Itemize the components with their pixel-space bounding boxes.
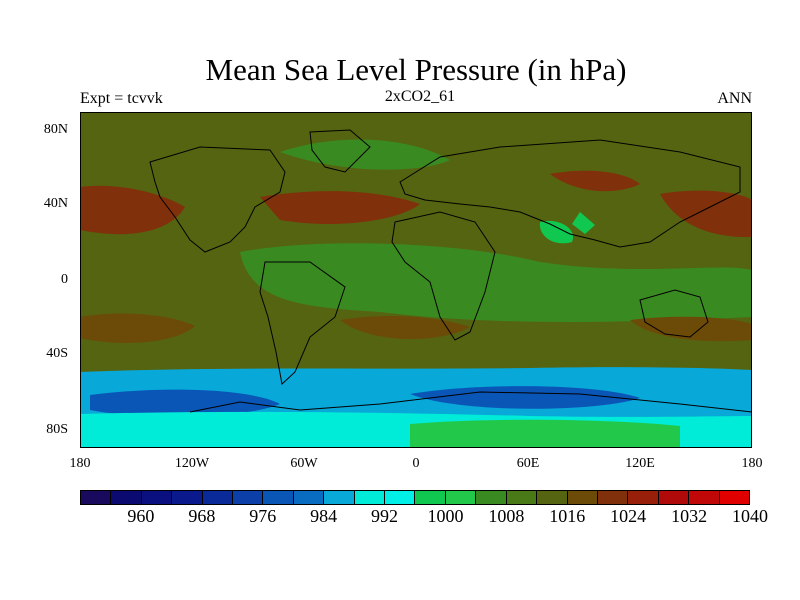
map-title: Mean Sea Level Pressure (in hPa) — [205, 52, 627, 87]
colorbar-swatch-9 — [354, 491, 386, 504]
colorbar-swatch-14 — [506, 491, 538, 504]
lon-label-0: 0 — [412, 456, 420, 471]
colorbar-label: 1040 — [732, 506, 768, 526]
africa-outline — [391, 211, 496, 341]
lat-label-40s: 40S — [46, 346, 68, 361]
lon-label-60w: 60W — [290, 456, 318, 471]
colorbar-label: 960 — [127, 506, 155, 526]
lon-label-180e: 180 — [741, 456, 763, 471]
lon-label-180w: 180 — [69, 456, 91, 471]
region-arctic-low — [280, 139, 450, 170]
colorbar-swatch-21 — [719, 491, 749, 504]
region-circumpolar-trough — [90, 386, 640, 417]
experiment-label: Expt = tcvvk — [80, 90, 163, 107]
lat-label-0: 0 — [61, 272, 68, 287]
colorbar-swatch-0 — [81, 491, 112, 504]
lat-label-80s: 80S — [46, 422, 68, 437]
colorbar-swatch-16 — [567, 491, 598, 504]
colorbar-swatch-11 — [415, 491, 446, 504]
colorbar-swatch-15 — [537, 491, 568, 504]
colorbar-label: 1008 — [488, 506, 525, 526]
colorbar-swatch-18 — [628, 491, 659, 504]
colorbar-label: 984 — [310, 506, 338, 526]
colorbar-label: 968 — [188, 506, 216, 526]
colorbar-swatch-7 — [293, 491, 325, 504]
season-label: ANN — [717, 90, 752, 107]
pressure-map-svg — [80, 112, 752, 448]
colorbar-swatch-6 — [263, 491, 294, 504]
north-america-outline — [149, 146, 286, 253]
colorbar-label: 1000 — [427, 506, 464, 526]
colorbar-label: 1016 — [549, 506, 586, 526]
australia-outline — [639, 289, 709, 338]
eurasia-outline — [399, 139, 741, 248]
region-antarctic-interior — [410, 419, 680, 448]
run-label: 2xCO2_61 — [384, 88, 456, 105]
colorbar-swatch-19 — [658, 491, 690, 504]
colorbar-swatch-3 — [172, 491, 203, 504]
colorbar-swatch-17 — [597, 491, 629, 504]
colorbar-swatch-4 — [202, 491, 234, 504]
coastlines — [149, 129, 752, 413]
map-frame — [80, 112, 752, 448]
colorbar-label: 992 — [371, 506, 399, 526]
colorbar-swatch-1 — [111, 491, 142, 504]
colorbar-swatch-5 — [233, 491, 264, 504]
colorbar — [80, 490, 750, 505]
colorbar-swatch-8 — [324, 491, 355, 504]
region-subtropical-south-high — [80, 313, 752, 343]
colorbar-swatch-12 — [445, 491, 477, 504]
region-tibet-low — [539, 212, 595, 244]
colorbar-swatch-10 — [385, 491, 416, 504]
colorbar-label: 976 — [249, 506, 277, 526]
lon-label-120w: 120W — [174, 456, 210, 471]
region-siberian-high — [550, 170, 640, 192]
colorbar-swatch-20 — [689, 491, 720, 504]
lat-label-40n: 40N — [43, 196, 68, 211]
colorbar-swatch-13 — [476, 491, 507, 504]
colorbar-swatch-2 — [141, 491, 173, 504]
colorbar-label: 1024 — [610, 506, 647, 526]
colorbar-label: 1032 — [671, 506, 708, 526]
pressure-map — [80, 112, 752, 448]
antarctica-outline — [189, 391, 752, 413]
lon-label-120e: 120E — [625, 456, 655, 471]
region-north-atlantic-high — [260, 191, 420, 225]
lat-label-80n: 80N — [43, 122, 68, 137]
region-tropical-low — [240, 243, 752, 322]
south-america-outline — [259, 261, 346, 385]
greenland-outline — [309, 129, 371, 173]
lon-label-60e: 60E — [516, 456, 540, 471]
